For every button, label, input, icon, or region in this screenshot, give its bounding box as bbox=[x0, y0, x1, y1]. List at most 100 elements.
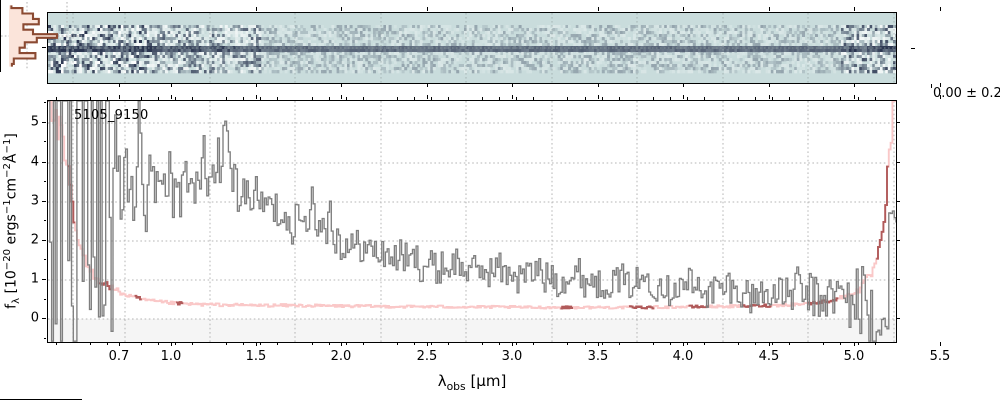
x-tick-minor bbox=[260, 342, 262, 345]
x-tick-minor bbox=[874, 342, 876, 345]
y-tick-label: 0 bbox=[30, 310, 39, 326]
x-tick-minor bbox=[652, 342, 654, 345]
x-tick-minor bbox=[738, 342, 739, 345]
y-tick-major bbox=[42, 279, 46, 280]
x-tick-minor bbox=[430, 342, 432, 345]
y-tick-minor bbox=[43, 102, 46, 103]
x-tick-label: 1.5 bbox=[245, 349, 267, 364]
x-tick-minor-top bbox=[448, 97, 449, 100]
x-tick-minor bbox=[448, 342, 449, 345]
x-tick-label: 5.0 bbox=[843, 349, 865, 364]
x-tick-minor-top bbox=[157, 97, 159, 100]
x-tick-minor bbox=[669, 342, 671, 345]
x-tick-minor bbox=[703, 342, 705, 345]
2d-x-tick-bottom bbox=[769, 83, 770, 87]
hist-center-tick bbox=[911, 48, 915, 49]
x-tick-minor-top bbox=[857, 97, 859, 100]
2d-x-tick-top bbox=[854, 7, 855, 11]
x-tick-major-top bbox=[512, 95, 513, 99]
x-tick-minor-top bbox=[430, 97, 432, 100]
x-tick-minor bbox=[140, 342, 142, 345]
y-tick-minor bbox=[43, 141, 46, 143]
x-tick-major bbox=[512, 342, 513, 346]
x-tick-minor bbox=[823, 342, 825, 345]
x-tick-major bbox=[769, 342, 770, 346]
2d-x-tick-top bbox=[512, 7, 513, 11]
x-tick-minor bbox=[311, 342, 313, 345]
x-tick-minor bbox=[192, 342, 193, 345]
y-tick-major-right bbox=[896, 240, 900, 241]
2d-x-tick-top bbox=[171, 7, 172, 11]
x-tick-major-top bbox=[119, 95, 120, 99]
x-tick-major-top bbox=[683, 95, 684, 99]
y-tick-minor bbox=[43, 180, 46, 182]
y-tick-minor bbox=[43, 298, 46, 300]
y-tick-major-right bbox=[896, 318, 900, 319]
y-tick-label: 2 bbox=[30, 232, 39, 248]
x-tick-minor bbox=[362, 342, 364, 345]
x-tick-major bbox=[940, 342, 941, 346]
x-tick-major-top bbox=[598, 95, 599, 99]
x-tick-minor-top bbox=[277, 97, 279, 100]
hist-bottom-tick bbox=[931, 84, 932, 88]
2d-x-tick-bottom bbox=[119, 83, 120, 87]
x-tick-minor-top bbox=[345, 97, 347, 100]
x-tick-minor bbox=[840, 342, 842, 345]
hist-left-spine bbox=[0, 0, 1, 72]
x-tick-minor bbox=[157, 342, 159, 345]
x-tick-minor-top bbox=[533, 97, 535, 100]
x-tick-minor bbox=[89, 342, 91, 345]
y-tick-label: 5 bbox=[30, 114, 39, 130]
x-tick-label: 2.5 bbox=[416, 349, 438, 364]
x-tick-minor bbox=[857, 342, 859, 345]
cross-dispersion-label: 0.00 ± 0.29 bbox=[933, 86, 1000, 101]
x-tick-minor-top bbox=[669, 97, 671, 100]
x-tick-major-top bbox=[769, 95, 770, 99]
x-tick-major-top bbox=[940, 95, 941, 99]
2d-x-tick-bottom bbox=[256, 83, 257, 87]
x-tick-major-top bbox=[854, 95, 855, 99]
x-tick-minor-top bbox=[686, 97, 688, 100]
x-tick-minor-top bbox=[140, 97, 142, 100]
2d-x-tick-bottom bbox=[854, 83, 855, 87]
y-tick-major bbox=[42, 318, 46, 319]
y-tick-minor bbox=[43, 337, 46, 339]
y-tick-minor bbox=[43, 219, 46, 221]
2d-x-tick-top bbox=[341, 7, 342, 11]
x-tick-minor-top bbox=[499, 97, 501, 100]
x-tick-minor bbox=[55, 342, 57, 345]
y-tick-major-right bbox=[896, 201, 900, 202]
x-tick-minor-top bbox=[772, 97, 774, 100]
spectrum-title: 5105_9150 bbox=[74, 108, 149, 123]
spectrum-plot bbox=[48, 101, 896, 342]
2d-x-tick-bottom bbox=[683, 83, 684, 87]
x-tick-minor-top bbox=[482, 97, 484, 100]
x-tick-minor bbox=[755, 342, 757, 345]
2d-x-tick-bottom bbox=[512, 83, 513, 87]
x-tick-label: 2.0 bbox=[330, 349, 352, 364]
x-tick-minor-top bbox=[567, 97, 569, 100]
x-tick-major bbox=[854, 342, 855, 346]
y-axis-label-text: fλ [10−20 ergs−1cm−2Å−1] bbox=[1, 133, 23, 309]
cross-dispersion-panel bbox=[0, 0, 82, 400]
x-tick-minor bbox=[482, 342, 484, 345]
x-tick-minor bbox=[345, 342, 347, 345]
x-tick-minor bbox=[533, 342, 535, 345]
x-tick-major-top bbox=[256, 95, 257, 99]
x-tick-major-top bbox=[341, 95, 342, 99]
x-tick-minor-top bbox=[106, 97, 108, 100]
y-tick-label: 4 bbox=[30, 154, 39, 170]
x-tick-major bbox=[341, 342, 342, 346]
2d-x-tick-top bbox=[940, 7, 941, 11]
2d-spectrum-image bbox=[48, 13, 896, 83]
2d-spectrum-panel bbox=[47, 12, 897, 84]
x-tick-minor bbox=[686, 342, 688, 345]
x-tick-minor bbox=[328, 342, 330, 345]
x-tick-minor-top bbox=[584, 97, 586, 100]
x-tick-major bbox=[683, 342, 684, 346]
x-tick-minor bbox=[567, 342, 569, 345]
x-tick-major-top bbox=[427, 95, 428, 99]
x-tick-minor-top bbox=[840, 97, 842, 100]
x-tick-label: 5.5 bbox=[929, 349, 951, 364]
